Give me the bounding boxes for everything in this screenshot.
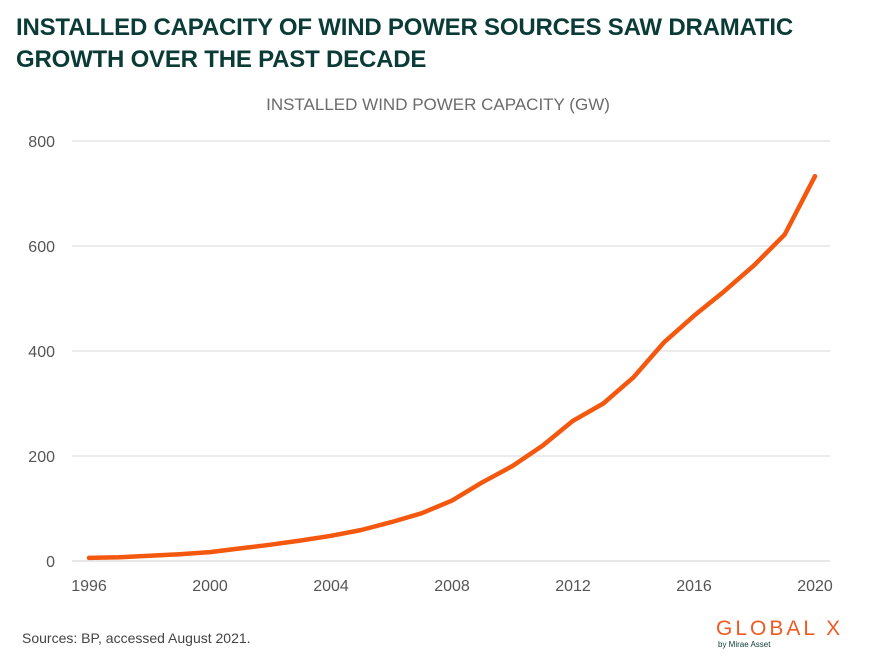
data-point xyxy=(268,542,273,547)
data-point xyxy=(147,553,152,558)
y-tick-label: 600 xyxy=(28,239,55,256)
data-point xyxy=(813,174,817,179)
data-point xyxy=(177,552,182,557)
grid-lines xyxy=(72,140,830,562)
x-tick-label: 2000 xyxy=(192,578,228,595)
x-tick-label: 2004 xyxy=(313,578,349,595)
data-point xyxy=(87,555,91,560)
logo-brand: GLOBAL X xyxy=(716,617,844,640)
data-point xyxy=(631,375,636,380)
series-layer xyxy=(86,173,818,561)
x-tick-label: 2020 xyxy=(797,578,833,595)
data-point xyxy=(329,533,333,538)
chart-title: INSTALLED WIND POWER CAPACITY (GW) xyxy=(266,95,610,114)
y-axis-tick-labels: 0 200 400 600 800 xyxy=(28,134,55,571)
data-point xyxy=(722,289,727,294)
y-tick-label: 800 xyxy=(28,134,55,151)
data-point xyxy=(661,340,666,345)
logo-tagline: by Mirae Asset xyxy=(718,640,771,649)
y-tick-label: 200 xyxy=(28,449,55,466)
data-point xyxy=(450,498,454,503)
data-point xyxy=(238,546,243,551)
data-point xyxy=(389,520,394,525)
headline: INSTALLED CAPACITY OF WIND POWER SOURCES… xyxy=(16,14,793,73)
data-point xyxy=(601,401,606,406)
x-tick-label: 2008 xyxy=(434,578,470,595)
global-x-logo: GLOBAL X by Mirae Asset xyxy=(716,618,856,650)
data-point xyxy=(692,313,696,318)
data-point xyxy=(208,550,212,555)
data-point xyxy=(752,262,757,267)
data-point xyxy=(480,480,485,485)
data-point xyxy=(782,232,787,237)
data-point xyxy=(510,463,515,468)
y-tick-label: 0 xyxy=(46,554,55,571)
data-point xyxy=(298,538,303,543)
y-tick-label: 400 xyxy=(28,344,55,361)
data-point xyxy=(540,443,545,448)
data-point xyxy=(571,418,575,423)
x-axis-tick-labels: 1996 2000 2004 2008 2012 2016 2020 xyxy=(71,578,833,595)
data-point xyxy=(419,511,424,516)
source-note: Sources: BP, accessed August 2021. xyxy=(22,630,251,646)
x-tick-label: 2016 xyxy=(676,578,712,595)
x-tick-label: 1996 xyxy=(71,578,107,595)
x-tick-label: 2012 xyxy=(555,578,591,595)
data-point xyxy=(359,528,364,533)
data-point xyxy=(117,555,122,560)
